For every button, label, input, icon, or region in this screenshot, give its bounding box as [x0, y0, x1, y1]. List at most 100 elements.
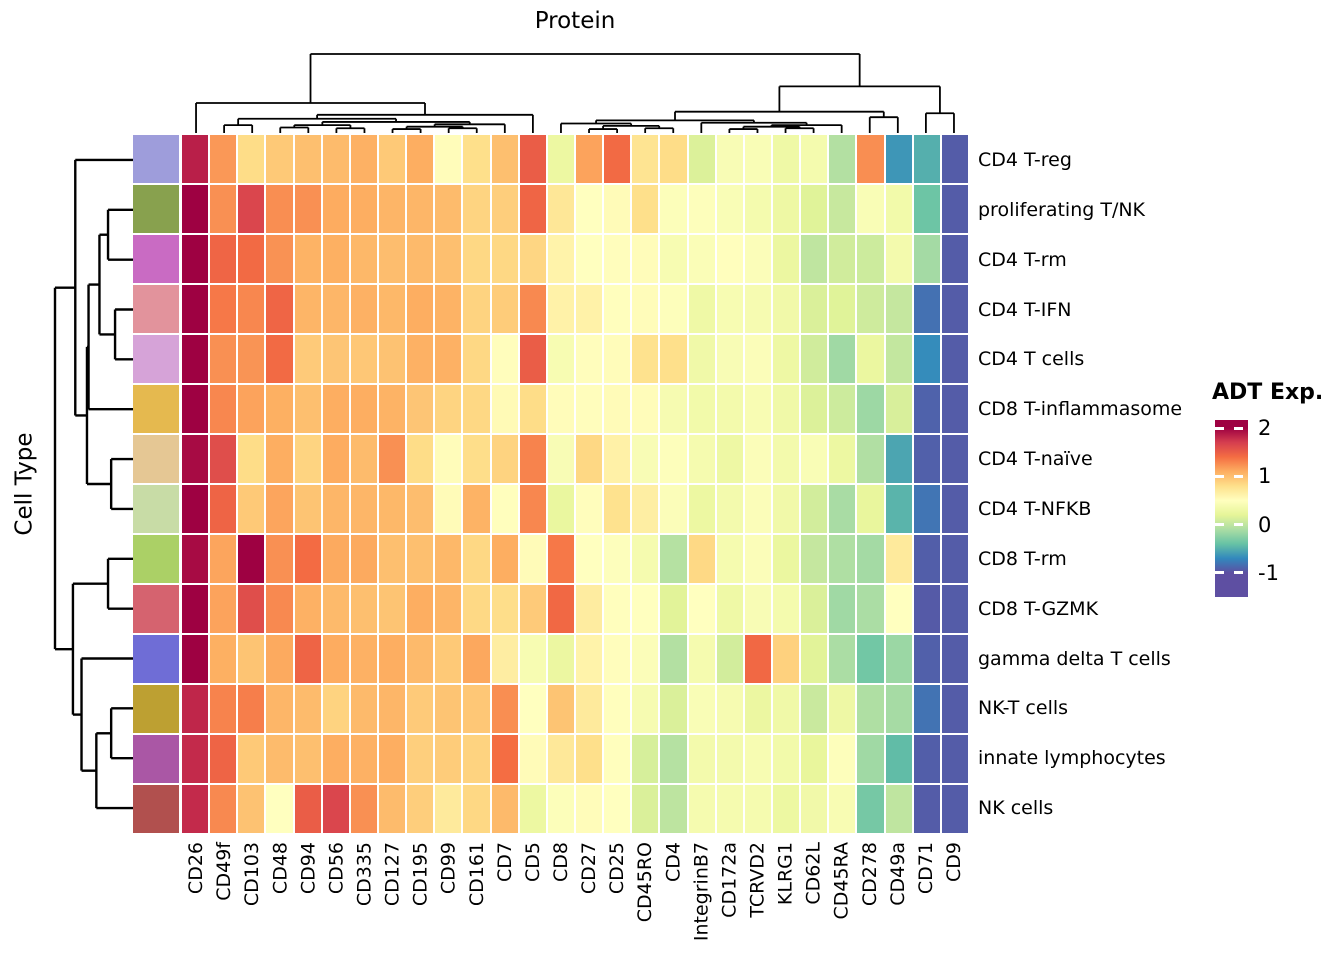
heatmap-cell: [238, 635, 265, 683]
row-label: innate lymphocytes: [978, 747, 1166, 770]
heatmap-cell: [913, 135, 940, 183]
heatmap-cell: [744, 135, 771, 183]
column-label: CD8: [550, 842, 572, 882]
heatmap-cell: [463, 235, 490, 283]
heatmap-cell: [744, 585, 771, 633]
heatmap-cell: [491, 785, 518, 833]
heatmap-cell: [801, 285, 828, 333]
heatmap-cell: [913, 785, 940, 833]
legend-tick-label: 0: [1258, 512, 1272, 537]
column-label: CD278: [859, 842, 881, 906]
column-label: CD9: [943, 842, 965, 882]
heatmap-cell: [829, 185, 856, 233]
column-label: CD49f: [213, 841, 235, 901]
heatmap-cell: [688, 235, 715, 283]
heatmap-cell: [210, 535, 237, 583]
heatmap-cell: [378, 735, 406, 783]
heatmap-cell: [913, 285, 940, 333]
heatmap-cell: [575, 585, 603, 633]
heatmap-cell: [238, 235, 265, 283]
heatmap-cell: [491, 185, 518, 233]
heatmap-cell: [378, 135, 406, 183]
heatmap-cell: [238, 185, 265, 233]
heatmap-cell: [941, 385, 968, 433]
heatmap-cell: [350, 635, 377, 683]
heatmap-cell: [744, 635, 771, 683]
heatmap-cell: [266, 435, 293, 483]
heatmap-cell: [772, 235, 800, 283]
heatmap-cell: [885, 785, 912, 833]
heatmap-cell: [716, 285, 743, 333]
heatmap-cell: [632, 185, 659, 233]
heatmap-cell: [941, 685, 968, 733]
heatmap-cell: [238, 435, 265, 483]
heatmap-cell: [238, 785, 265, 833]
heatmap-cell: [688, 735, 715, 783]
heatmap-cell: [463, 385, 490, 433]
heatmap-cell: [266, 635, 293, 683]
heatmap-cell: [210, 435, 237, 483]
heatmap-cell: [491, 735, 518, 783]
heatmap-cell: [604, 285, 631, 333]
heatmap-cell: [463, 135, 490, 183]
heatmap-cell: [801, 635, 828, 683]
column-axis-title: Protein: [534, 8, 616, 34]
heatmap-cell: [632, 635, 659, 683]
heatmap-cell: [829, 335, 856, 383]
heatmap-cell: [772, 335, 800, 383]
heatmap-cell: [547, 535, 574, 583]
heatmap-cell: [350, 735, 377, 783]
heatmap-cell: [660, 535, 687, 583]
heatmap-cell: [744, 535, 771, 583]
heatmap-cell: [350, 585, 377, 633]
heatmap-cell: [885, 185, 912, 233]
heatmap-cell: [547, 785, 574, 833]
heatmap-cell: [266, 185, 293, 233]
heatmap-cell: [322, 685, 349, 733]
heatmap-cell: [407, 185, 434, 233]
heatmap-cell: [322, 385, 349, 433]
heatmap-cell: [322, 535, 349, 583]
heatmap-cell: [463, 485, 490, 533]
heatmap-cell: [350, 435, 377, 483]
heatmap-cell: [688, 585, 715, 633]
heatmap-cell: [744, 735, 771, 783]
heatmap-cell: [322, 585, 349, 633]
row-annotation-cell: [133, 435, 179, 483]
heatmap-cell: [519, 135, 546, 183]
heatmap-cell: [378, 635, 406, 683]
heatmap-cell: [322, 285, 349, 333]
heatmap-cell: [238, 335, 265, 383]
heatmap-cell: [322, 135, 349, 183]
row-label: CD8 T-rm: [978, 547, 1067, 570]
heatmap-cell: [632, 535, 659, 583]
heatmap-cell: [660, 585, 687, 633]
heatmap-cell: [547, 435, 574, 483]
row-annotation-cell: [133, 785, 179, 833]
heatmap-cell: [519, 685, 546, 733]
heatmap-cell: [294, 435, 321, 483]
row-label: CD4 T-reg: [978, 148, 1072, 171]
heatmap-cell: [857, 485, 884, 533]
heatmap-cell: [350, 135, 377, 183]
heatmap-cell: [519, 485, 546, 533]
heatmap-cell: [294, 735, 321, 783]
heatmap-cell: [435, 485, 462, 533]
heatmap-cell: [491, 685, 518, 733]
heatmap-cell: [350, 185, 377, 233]
heatmap-cell: [407, 135, 434, 183]
legend-tick-mark: [1215, 426, 1224, 430]
heatmap-cell: [547, 335, 574, 383]
row-label: CD8 T-GZMK: [978, 597, 1099, 620]
heatmap-cell: [941, 785, 968, 833]
heatmap-cell: [632, 735, 659, 783]
heatmap-cell: [575, 135, 603, 183]
heatmap-cell: [716, 785, 743, 833]
heatmap-cell: [829, 785, 856, 833]
heatmap-cell: [350, 485, 377, 533]
heatmap-cell: [210, 335, 237, 383]
legend-tick-mark: [1234, 426, 1243, 430]
column-label: CD335: [353, 842, 375, 906]
heatmap-cell: [491, 535, 518, 583]
heatmap-cell: [407, 335, 434, 383]
